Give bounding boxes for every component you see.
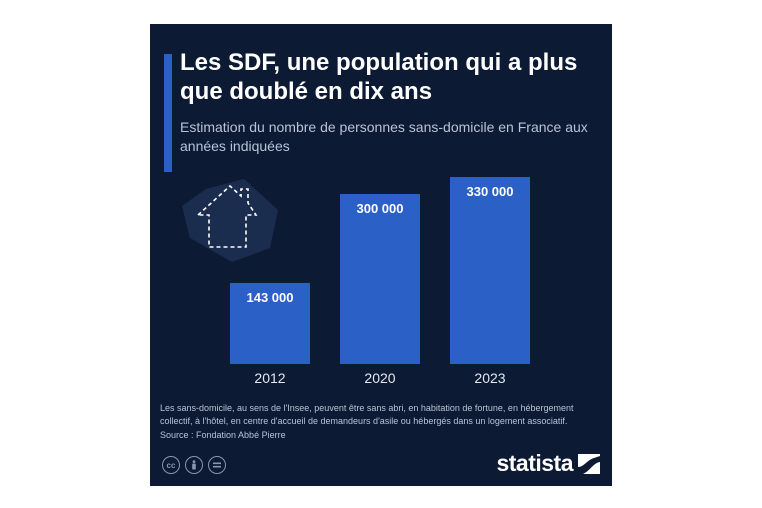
bar-chart: 143 000 2012 300 000 2020 330 000 2023 — [182, 177, 530, 386]
bar-value-label-2012: 143 000 — [247, 290, 294, 305]
source-text: Source : Fondation Abbé Pierre — [160, 430, 286, 440]
no-derivatives-icon[interactable] — [208, 456, 226, 474]
bar-2023 — [450, 177, 530, 364]
cc-icon[interactable]: cc — [162, 456, 180, 474]
footnote: Les sans-domicile, au sens de l'Insee, p… — [160, 403, 574, 426]
statista-mark-icon — [578, 453, 600, 474]
infographic-card: Les SDF, une population qui a plus que d… — [150, 24, 612, 486]
house-icon — [182, 179, 278, 262]
title-accent-bar — [164, 54, 172, 172]
chart-subtitle: Estimation du nombre de personnes sans-d… — [180, 119, 588, 154]
brand-name: statista — [496, 450, 573, 476]
bar-2012 — [230, 282, 310, 364]
attribution-icon[interactable] — [185, 456, 203, 474]
bar-value-label-2023: 330 000 — [467, 184, 514, 199]
statista-logo[interactable]: statista — [496, 450, 600, 477]
x-tick-label-2023: 2023 — [474, 370, 505, 386]
chart-title: Les SDF, une population qui a plus que d… — [180, 49, 578, 105]
x-tick-label-2012: 2012 — [254, 370, 285, 386]
bar-value-label-2020: 300 000 — [357, 201, 404, 216]
license-icons: cc — [162, 456, 226, 474]
bar-2020 — [340, 194, 420, 364]
x-tick-label-2020: 2020 — [364, 370, 395, 386]
